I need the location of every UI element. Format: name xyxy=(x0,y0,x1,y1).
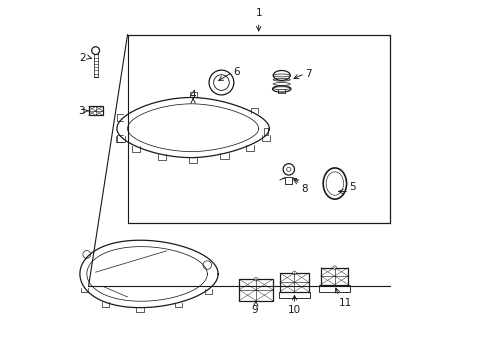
Bar xyxy=(88,107,102,115)
Text: 10: 10 xyxy=(287,305,301,315)
Bar xyxy=(278,292,310,298)
Text: 2: 2 xyxy=(79,53,85,63)
Circle shape xyxy=(292,271,296,275)
Circle shape xyxy=(332,266,336,269)
Bar xyxy=(319,284,349,292)
Text: 6: 6 xyxy=(233,67,239,77)
Text: 4: 4 xyxy=(189,90,196,100)
Bar xyxy=(239,279,272,301)
Bar xyxy=(279,273,308,292)
Text: 8: 8 xyxy=(301,184,307,194)
Text: 3: 3 xyxy=(78,106,84,116)
Text: 9: 9 xyxy=(251,305,258,315)
Text: 7: 7 xyxy=(305,69,311,79)
Text: 1: 1 xyxy=(255,8,262,18)
Text: 5: 5 xyxy=(349,182,355,192)
Text: 11: 11 xyxy=(338,298,351,308)
Circle shape xyxy=(254,278,257,281)
Bar xyxy=(320,267,347,284)
Bar xyxy=(264,128,267,135)
